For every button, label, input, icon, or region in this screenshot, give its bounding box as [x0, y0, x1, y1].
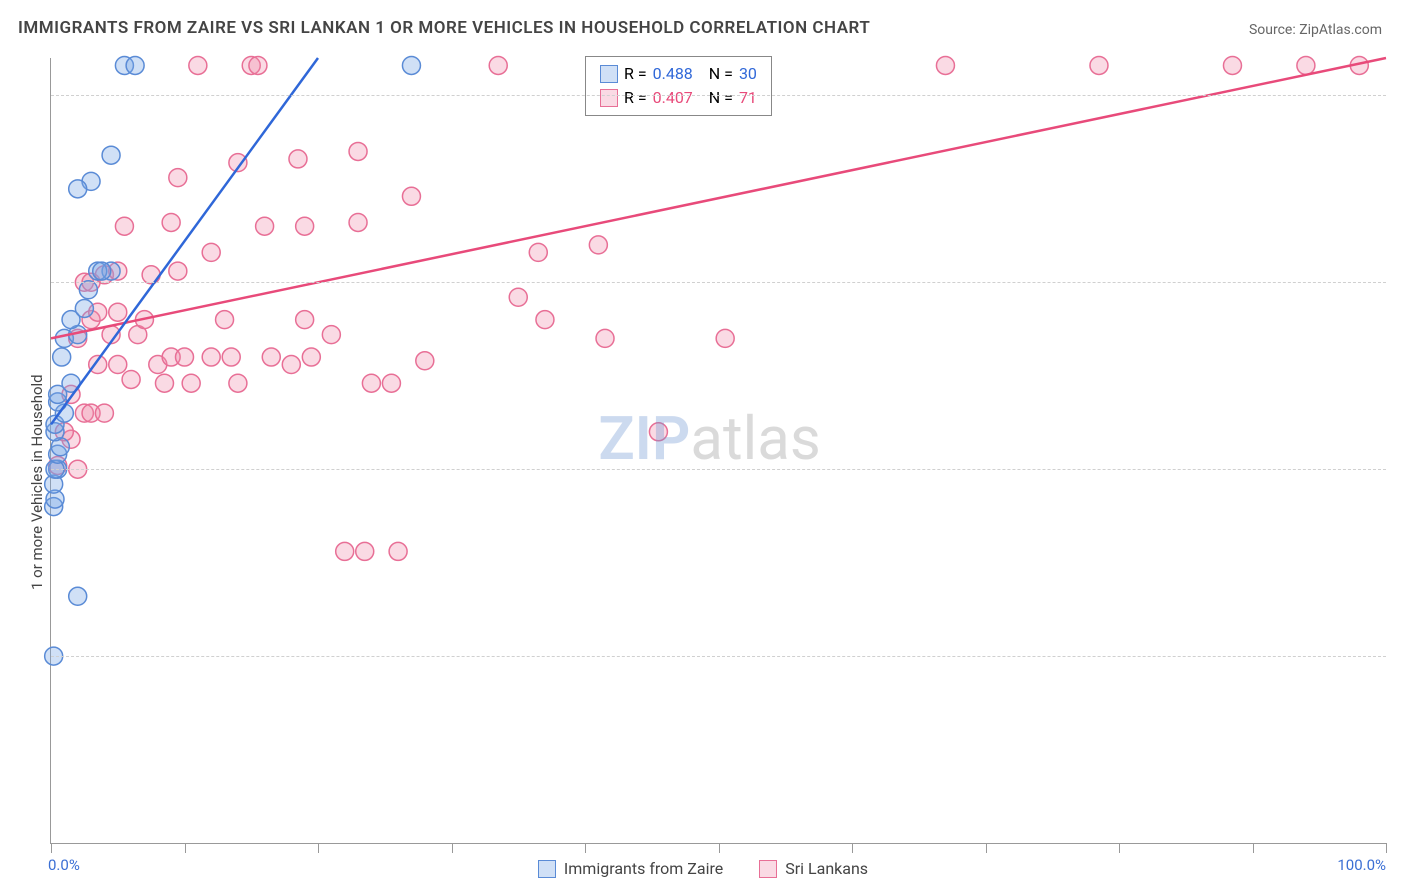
stat-n-label: N =: [709, 86, 733, 110]
y-axis-title: 1 or more Vehicles in Household: [28, 374, 46, 590]
legend-item-srilankan: Sri Lankans: [759, 859, 868, 878]
stat-r-srilankan: 0.407: [653, 86, 693, 110]
y-tick-label: 100.0%: [1396, 86, 1406, 104]
stat-r-label: R =: [624, 62, 647, 86]
swatch-srilankan-icon: [759, 860, 777, 878]
stats-box: R = 0.488 N = 30 R = 0.407 N = 71: [585, 56, 772, 116]
stats-row-zaire: R = 0.488 N = 30: [600, 62, 757, 86]
swatch-zaire-icon: [600, 65, 618, 83]
legend-label-srilankan: Sri Lankans: [785, 859, 868, 878]
scatter-svg: [51, 58, 1386, 843]
y-tick-label: 85.0%: [1396, 647, 1406, 665]
stat-n-label: N =: [709, 62, 733, 86]
stat-r-zaire: 0.488: [653, 62, 693, 86]
chart-title: IMMIGRANTS FROM ZAIRE VS SRI LANKAN 1 OR…: [18, 18, 870, 38]
swatch-zaire-icon: [538, 860, 556, 878]
source-label: Source: ZipAtlas.com: [1249, 22, 1382, 38]
y-tick-label: 95.0%: [1396, 273, 1406, 291]
legend-label-zaire: Immigrants from Zaire: [564, 859, 723, 878]
stat-n-srilankan: 71: [739, 86, 757, 110]
stats-row-srilankan: R = 0.407 N = 71: [600, 86, 757, 110]
swatch-srilankan-icon: [600, 89, 618, 107]
legend: Immigrants from Zaire Sri Lankans: [0, 859, 1406, 878]
stat-r-label: R =: [624, 86, 647, 110]
y-tick-label: 90.0%: [1396, 460, 1406, 478]
plot-area: ZIPatlas R = 0.488 N = 30 R = 0.407 N = …: [50, 58, 1386, 844]
stat-n-zaire: 30: [739, 62, 757, 86]
legend-item-zaire: Immigrants from Zaire: [538, 859, 723, 878]
